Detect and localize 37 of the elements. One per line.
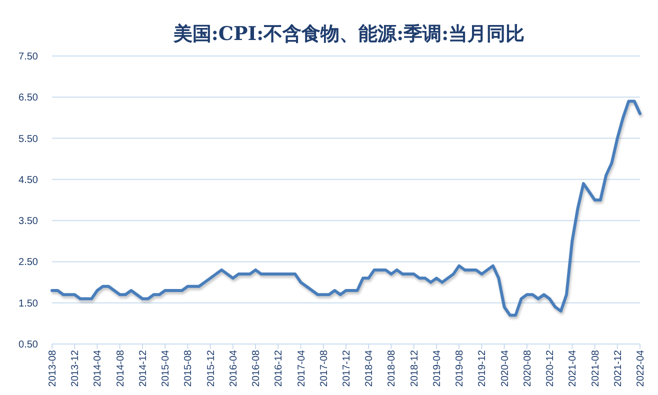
x-tick-label: 2021-08	[590, 350, 602, 387]
x-tick-label: 2016-04	[228, 350, 240, 387]
x-tick-label: 2020-12	[545, 350, 556, 387]
x-tick-label: 2014-12	[138, 350, 149, 387]
y-tick-label: 3.50	[18, 216, 38, 228]
x-tick-label: 2017-12	[342, 350, 352, 387]
y-tick-label: 4.50	[18, 174, 38, 186]
x-tick-label: 2021-04	[568, 350, 579, 387]
y-tick-label: 7.50	[18, 52, 38, 62]
x-tick-label: 2015-04	[160, 350, 172, 387]
x-tick-label: 2019-08	[454, 350, 466, 387]
x-tick-label: 2016-12	[274, 350, 285, 387]
y-tick-label: 1.50	[18, 298, 38, 310]
x-tick-label: 2015-12	[206, 350, 217, 387]
x-tick-label: 2016-08	[251, 350, 262, 387]
x-tick-label: 2019-12	[477, 350, 488, 387]
x-tick-label: 2013-12	[70, 350, 82, 387]
x-tick-label: 2020-08	[522, 350, 534, 387]
x-tick-label: 2014-04	[92, 350, 104, 387]
x-tick-label: 2019-04	[432, 350, 443, 387]
x-tick-label: 2018-04	[364, 350, 376, 387]
x-tick-label: 2013-08	[48, 350, 58, 387]
line-series	[50, 100, 642, 317]
x-tick-label: 2020-04	[500, 350, 511, 387]
y-tick-label: 5.50	[18, 134, 38, 145]
x-tick-label: 2022-04	[636, 350, 646, 387]
x-tick-label: 2017-04	[296, 350, 308, 387]
x-tick-label: 2017-08	[318, 350, 330, 387]
y-tick-label: 2.50	[18, 257, 38, 268]
chart-title: 美国:CPI:不含食物、能源:季调:当月同比	[172, 23, 525, 45]
y-tick-label: 0.50	[18, 340, 38, 350]
x-tick-label: 2014-08	[115, 350, 126, 387]
y-tick-label: 6.50	[18, 92, 38, 104]
x-tick-label: 2021-12	[612, 350, 624, 387]
x-tick-label: 2015-08	[183, 350, 194, 387]
x-tick-label: 2018-12	[409, 350, 420, 387]
x-tick-label: 2018-08	[386, 350, 398, 387]
